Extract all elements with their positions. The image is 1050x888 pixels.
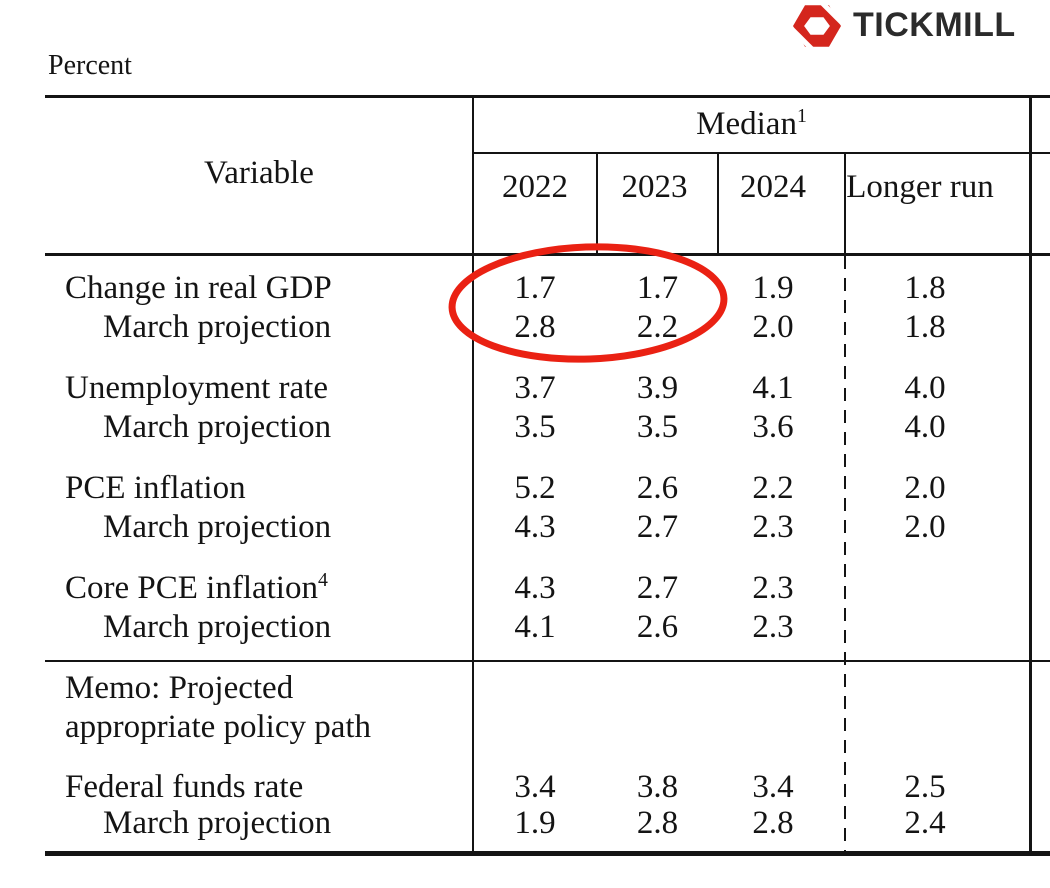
cell-longer-run: 2.0 — [904, 470, 946, 506]
row-label-text: Core PCE inflation — [65, 570, 318, 606]
tickmill-logo-text: TICKMILL — [853, 6, 1016, 44]
cell-2023: 3.8 — [636, 769, 679, 805]
row-label: Unemployment rate — [65, 370, 329, 406]
median-footnote-marker: 1 — [796, 105, 807, 127]
unit-label: Percent — [48, 50, 132, 81]
cell-2024: 2.3 — [752, 570, 794, 606]
year-header-2024: 2024 — [740, 169, 806, 205]
core-pce-footnote-marker: 4 — [317, 569, 328, 591]
cell-longer-run: 2.4 — [904, 805, 946, 841]
tickmill-hexagon-icon — [793, 4, 841, 47]
cell-longer-run: 2.5 — [904, 769, 946, 805]
table-row-unemployment: Unemployment rate 3.7 3.9 4.1 4.0 — [45, 368, 1050, 408]
red-circle-annotation — [448, 243, 728, 363]
cell-2024: 2.0 — [752, 309, 794, 345]
cell-2023: 2.2 — [636, 309, 679, 345]
row-label: Federal funds rate — [65, 769, 304, 805]
table-border-top — [45, 95, 1050, 98]
cell-2022: 5.2 — [514, 470, 556, 506]
longer-run-header: Longer run — [846, 169, 994, 205]
row-label: March projection — [103, 309, 332, 345]
tickmill-logo: TICKMILL — [793, 3, 1016, 48]
year-header-2023: 2023 — [621, 169, 688, 205]
row-label: Change in real GDP — [65, 270, 332, 306]
table-row-core-pce-march: March projection 4.1 2.6 2.3 — [45, 607, 1050, 647]
cell-2023: 2.6 — [636, 609, 679, 645]
cell-longer-run: 4.0 — [904, 370, 946, 406]
cell-2023: 2.8 — [636, 805, 679, 841]
cell-2024: 2.2 — [752, 470, 794, 506]
row-label: March projection — [103, 509, 332, 545]
table-row-core-pce: Core PCE inflation4 4.3 2.7 2.3 — [45, 568, 1050, 608]
cell-2024: 2.3 — [752, 509, 794, 545]
cell-2023: 2.7 — [636, 570, 679, 606]
cell-2022: 4.3 — [514, 509, 556, 545]
year-divider-2023-2024 — [717, 152, 719, 255]
memo-separator — [45, 660, 1050, 662]
memo-label-line1: Memo: Projected — [65, 670, 294, 706]
cell-2024: 1.9 — [752, 270, 794, 306]
table-row-unemployment-march: March projection 3.5 3.5 3.6 4.0 — [45, 407, 1050, 447]
section-divider-right — [1029, 95, 1032, 856]
cell-2023: 1.7 — [636, 270, 679, 306]
cell-2022: 2.8 — [514, 309, 556, 345]
table-row-pce: PCE inflation 5.2 2.6 2.2 2.0 — [45, 468, 1050, 508]
cell-2024: 4.1 — [752, 370, 794, 406]
longer-run-dashed-divider — [844, 256, 846, 851]
median-header: Median1 — [473, 104, 1030, 144]
row-label: Core PCE inflation4 — [65, 568, 328, 608]
cell-longer-run: 4.0 — [904, 409, 946, 445]
median-underline — [473, 152, 1050, 154]
cell-2022: 3.4 — [514, 769, 556, 805]
year-divider-2022-2023 — [596, 152, 598, 255]
table-row-memo-line2: appropriate policy path — [45, 707, 1050, 747]
cell-2024: 3.6 — [752, 409, 794, 445]
variable-column-divider — [472, 95, 474, 856]
table-row-pce-march: March projection 4.3 2.7 2.3 2.0 — [45, 507, 1050, 547]
row-label: March projection — [103, 409, 332, 445]
year-divider-2024-longer-run — [844, 152, 846, 255]
cell-longer-run: 1.8 — [904, 309, 946, 345]
variable-header: Variable — [204, 155, 314, 191]
cell-2023: 2.7 — [636, 509, 679, 545]
table-row-fed-funds: Federal funds rate 3.4 3.8 3.4 2.5 — [45, 767, 1050, 807]
cell-2022: 3.7 — [514, 370, 556, 406]
table-row-memo-line1: Memo: Projected — [45, 668, 1050, 708]
year-header-2022: 2022 — [502, 169, 568, 205]
table-border-bottom — [45, 851, 1050, 856]
row-label: March projection — [103, 805, 332, 841]
cell-2023: 3.5 — [636, 409, 679, 445]
table-row-gdp-march: March projection 2.8 2.2 2.0 1.8 — [45, 307, 1050, 347]
cell-longer-run: 1.8 — [904, 270, 946, 306]
cell-2024: 2.8 — [752, 805, 794, 841]
row-label: March projection — [103, 609, 332, 645]
cell-2022: 4.3 — [514, 570, 556, 606]
cell-2023: 3.9 — [636, 370, 679, 406]
cell-2022: 3.5 — [514, 409, 556, 445]
cell-2023: 2.6 — [636, 470, 679, 506]
table-row-gdp: Change in real GDP 1.7 1.7 1.9 1.8 — [45, 268, 1050, 308]
cell-2024: 2.3 — [752, 609, 794, 645]
cell-longer-run: 2.0 — [904, 509, 946, 545]
row-label: PCE inflation — [65, 470, 246, 506]
header-underline — [45, 253, 1050, 256]
cell-2024: 3.4 — [752, 769, 794, 805]
cell-2022: 4.1 — [514, 609, 556, 645]
median-header-text: Median — [696, 106, 797, 142]
cell-2022: 1.9 — [514, 805, 556, 841]
cell-2022: 1.7 — [514, 270, 556, 306]
memo-label-line2: appropriate policy path — [65, 709, 372, 745]
table-row-fed-funds-march: March projection 1.9 2.8 2.8 2.4 — [45, 803, 1050, 843]
